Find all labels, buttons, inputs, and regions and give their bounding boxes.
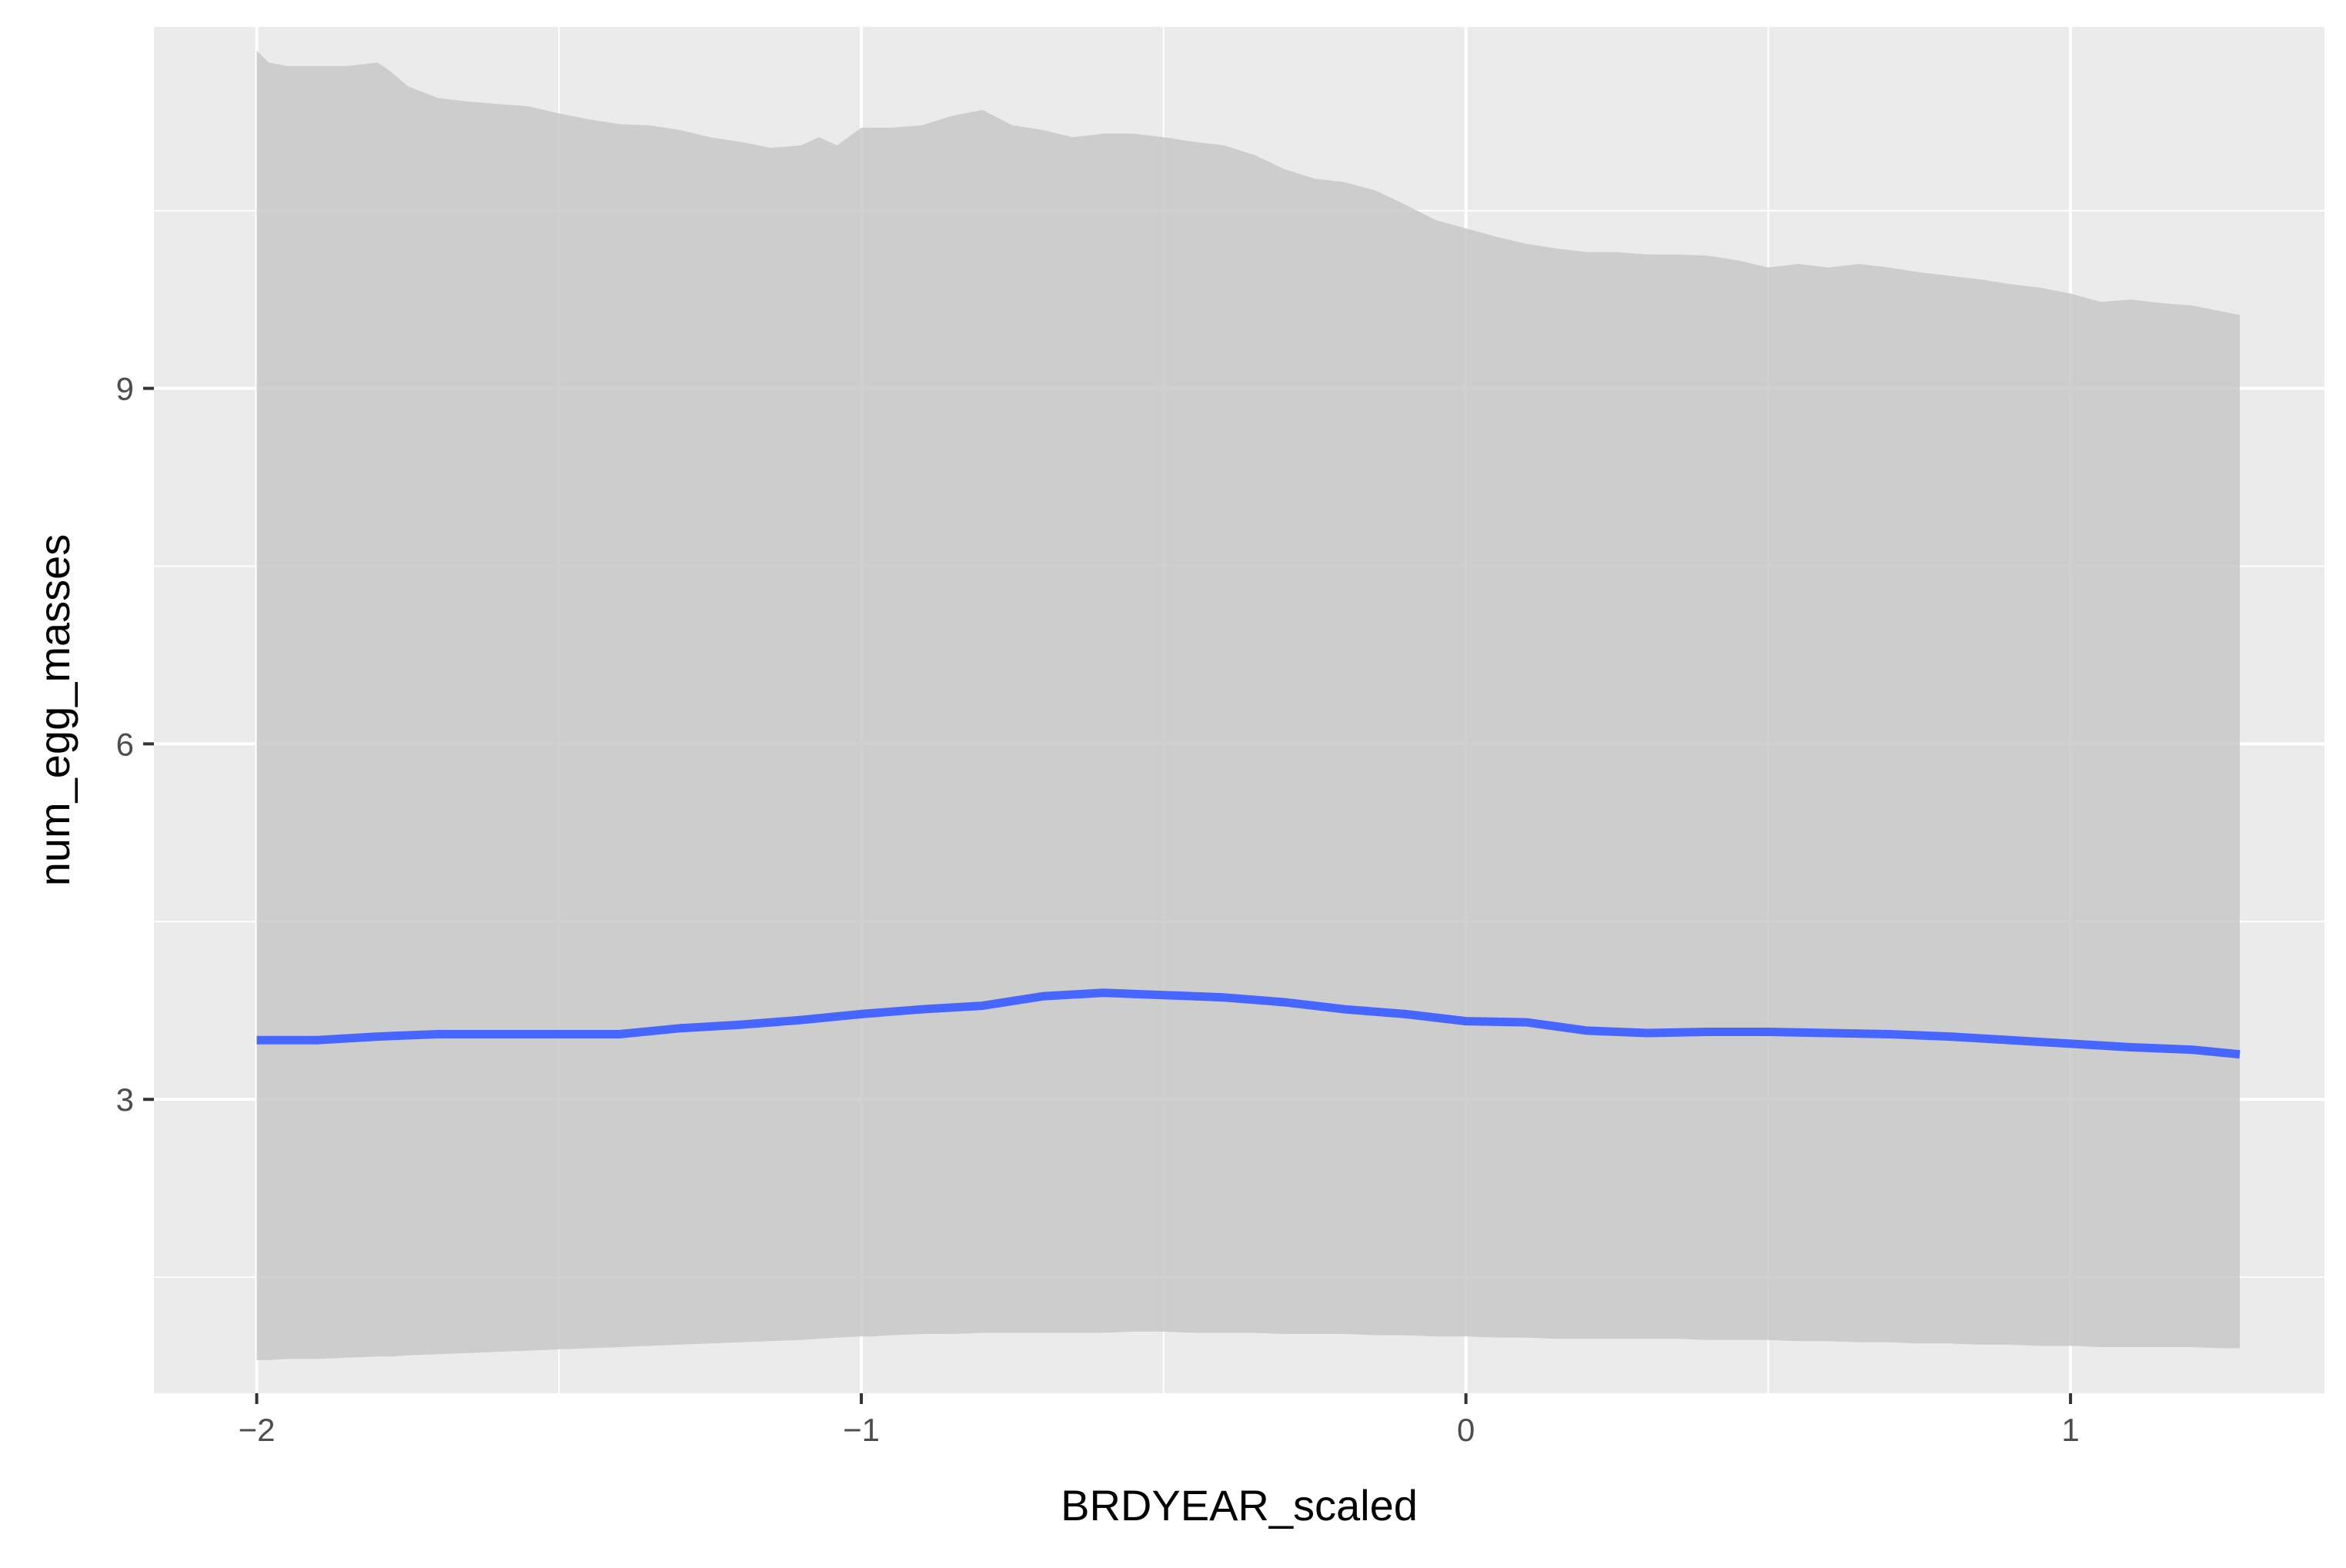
y-axis-title: num_egg_masses xyxy=(30,534,79,887)
x-tick-label: 0 xyxy=(1457,1412,1475,1448)
x-tick-label: 1 xyxy=(2061,1412,2079,1448)
y-tick-label: 6 xyxy=(116,726,134,762)
x-axis-title: BRDYEAR_scaled xyxy=(1061,1481,1418,1530)
x-tick-label: −1 xyxy=(843,1412,880,1448)
y-axis-ticks: 3 6 9 xyxy=(116,371,154,1118)
fitted-line xyxy=(256,988,2241,1059)
x-axis-ticks: −2 −1 0 1 xyxy=(239,1393,2080,1448)
x-tick-label: −2 xyxy=(239,1412,276,1448)
y-tick-label: 3 xyxy=(116,1082,134,1118)
y-tick-label: 9 xyxy=(116,371,134,407)
